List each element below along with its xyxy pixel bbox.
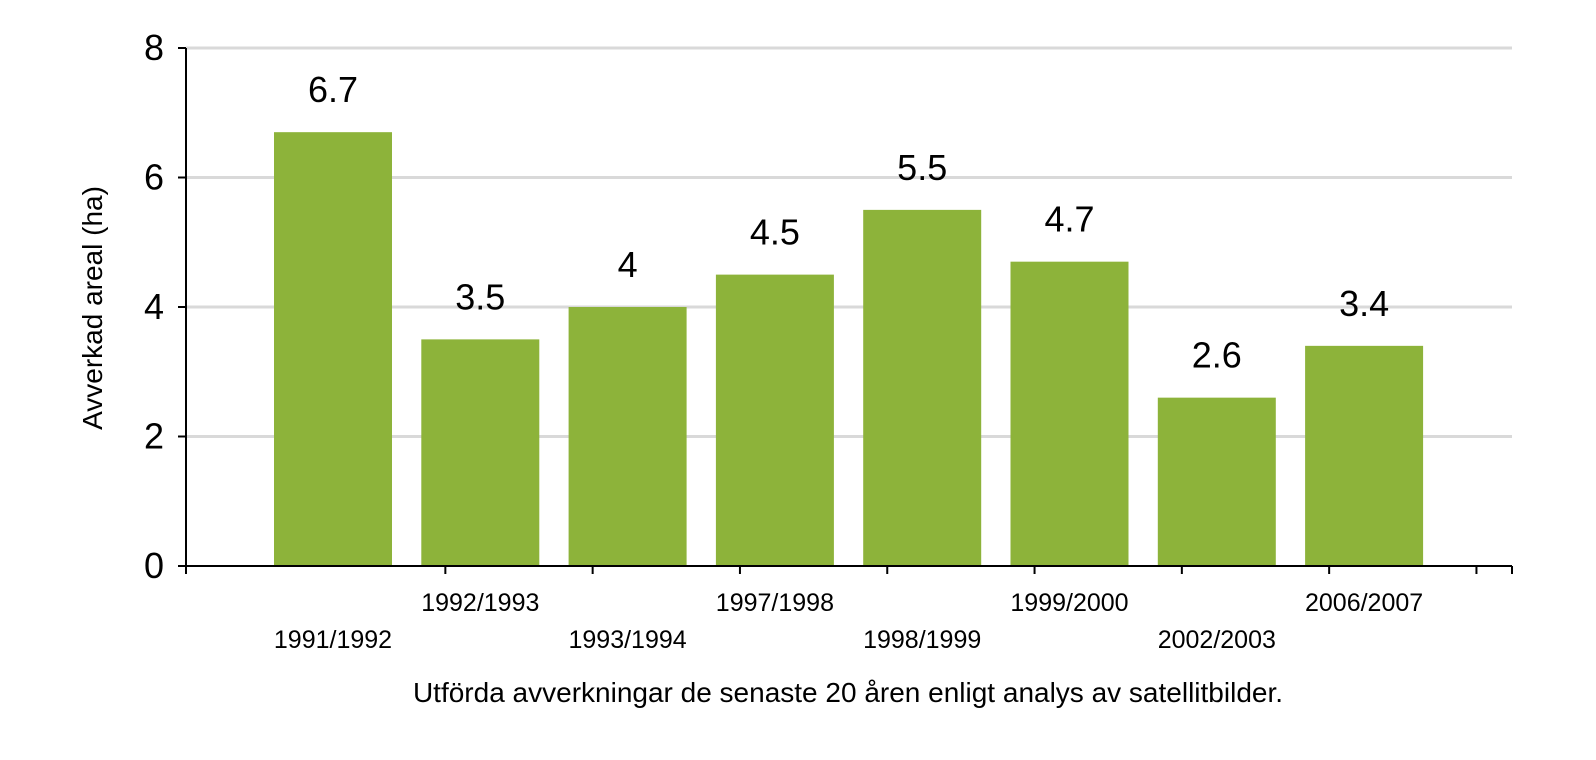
x-tick-label: 1998/1999 — [863, 626, 981, 654]
data-label: 3.5 — [455, 276, 505, 317]
data-label: 6.7 — [308, 69, 358, 110]
y-tick-label: 4 — [144, 286, 164, 327]
y-tick-label: 8 — [144, 27, 164, 68]
y-tick-label: 6 — [144, 157, 164, 198]
x-tick-label: 1993/1994 — [569, 626, 687, 654]
x-tick-label: 1997/1998 — [716, 589, 834, 617]
x-tick-label: 2002/2003 — [1158, 626, 1276, 654]
bar — [715, 274, 834, 566]
bar — [863, 209, 982, 566]
x-tick-label: 2006/2007 — [1305, 589, 1423, 617]
bar — [1157, 397, 1276, 566]
data-label: 3.4 — [1339, 283, 1389, 324]
x-tick-label: 1999/2000 — [1010, 589, 1128, 617]
x-tick-label: 1992/1993 — [421, 589, 539, 617]
data-label: 4.5 — [750, 212, 800, 253]
data-label: 4.7 — [1044, 199, 1094, 240]
bar — [274, 132, 392, 567]
data-label: 5.5 — [897, 147, 947, 188]
y-tick-label: 0 — [144, 545, 164, 586]
data-label: 2.6 — [1192, 335, 1242, 376]
x-axis-label: Utförda avverkningar de senaste 20 åren … — [413, 677, 1283, 708]
bar — [568, 307, 687, 566]
y-tick-label: 2 — [144, 416, 164, 457]
data-label: 4 — [618, 244, 638, 285]
bar — [1305, 345, 1424, 566]
bar — [1010, 261, 1129, 566]
x-tick-label: 1991/1992 — [274, 626, 392, 654]
y-axis-label: Avverkad areal (ha) — [77, 186, 108, 430]
bar — [421, 339, 540, 566]
